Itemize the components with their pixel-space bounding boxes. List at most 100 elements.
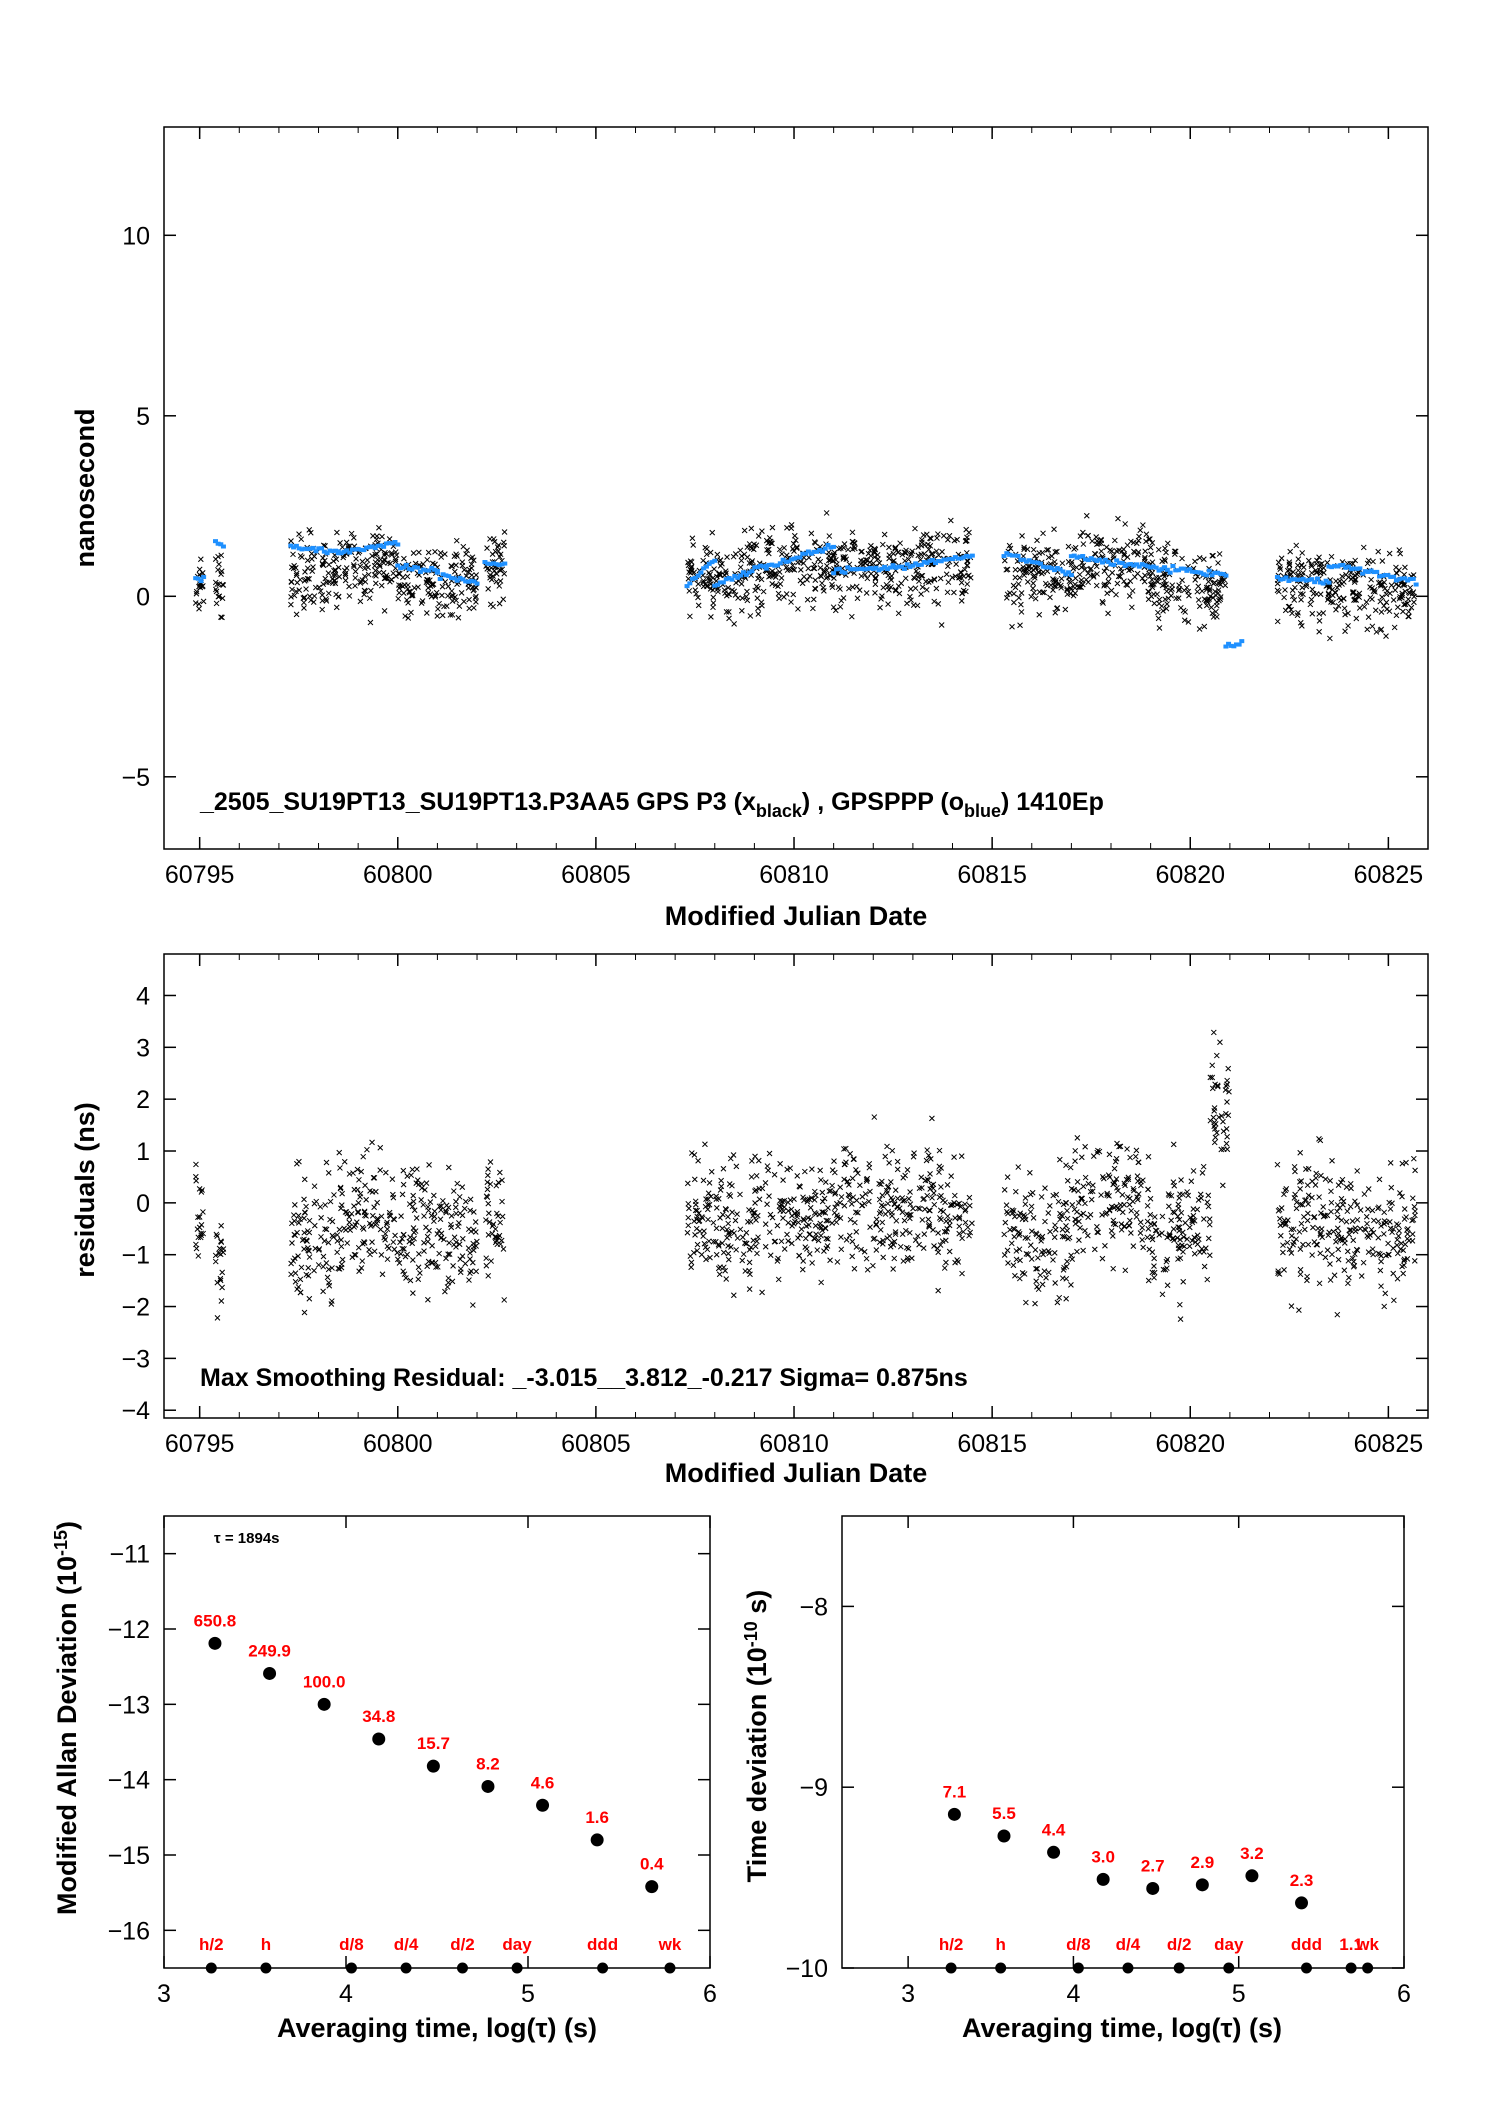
data-point-black xyxy=(1188,1178,1195,1185)
data-point-black xyxy=(324,1274,331,1281)
data-point-black xyxy=(1036,611,1043,618)
data-point-black xyxy=(293,588,299,595)
data-point-black xyxy=(959,590,966,596)
data-point-black xyxy=(1309,610,1316,617)
data-point-black xyxy=(738,607,745,614)
data-point-blue xyxy=(395,542,401,547)
data-point-blue xyxy=(403,562,409,567)
data-point-black xyxy=(452,1204,459,1211)
data-point-black xyxy=(705,1216,711,1223)
data-point-black xyxy=(792,537,799,544)
data-point-black xyxy=(1350,1237,1357,1244)
data-value-label: 0.4 xyxy=(640,1855,664,1874)
data-point-black xyxy=(1093,582,1100,589)
data-point-black xyxy=(1128,566,1135,573)
data-point-black xyxy=(1178,1209,1185,1216)
data-point-black xyxy=(1198,1246,1205,1252)
data-point-black xyxy=(1154,591,1161,598)
data-point-black xyxy=(322,1202,329,1208)
data-point-blue xyxy=(1195,570,1201,575)
data-point-blue xyxy=(1012,553,1018,558)
data-point-black xyxy=(1059,1233,1066,1240)
data-point-blue xyxy=(913,561,919,566)
data-point-black xyxy=(784,1231,790,1238)
data-point-black xyxy=(1221,577,1228,583)
data-point-black xyxy=(1308,563,1315,569)
data-point-black xyxy=(294,579,301,586)
data-point-black xyxy=(192,1173,199,1180)
data-point-black xyxy=(1299,550,1306,556)
data-point-black xyxy=(1309,1252,1316,1258)
data-point-black xyxy=(850,1156,857,1162)
data-point-black xyxy=(500,1246,507,1252)
data-point-black xyxy=(785,1199,791,1206)
data-point-blue xyxy=(952,555,958,560)
data-point-black xyxy=(694,1213,701,1220)
data-point-black xyxy=(817,1167,824,1174)
data-point-blue xyxy=(493,562,499,567)
data-point-black xyxy=(499,1213,506,1220)
data-point-black xyxy=(1316,1194,1322,1200)
data-point-black xyxy=(437,1216,444,1223)
data-point-black xyxy=(879,593,885,599)
data-point-blue xyxy=(1223,573,1229,578)
data-point-blue xyxy=(432,567,438,572)
panel-1-black-points xyxy=(192,510,1417,642)
data-point-black xyxy=(698,1251,705,1258)
data-point-blue xyxy=(352,547,358,552)
data-point-blue xyxy=(1368,568,1374,573)
data-point-black xyxy=(349,1254,356,1261)
data-point-black xyxy=(1058,575,1065,582)
data-point-black xyxy=(397,1239,403,1246)
data-point-black xyxy=(1072,1220,1079,1227)
data-point-black xyxy=(354,1166,361,1173)
data-point-blue xyxy=(749,569,755,574)
data-point-black xyxy=(1085,579,1092,586)
data-point-black xyxy=(849,546,856,553)
data-point-black xyxy=(1030,573,1037,580)
data-point-black xyxy=(1388,1184,1395,1191)
data-point-black xyxy=(853,1228,860,1235)
data-point-black xyxy=(1377,1267,1384,1274)
data-point-black xyxy=(318,1214,324,1221)
data-point-black xyxy=(1067,1164,1074,1171)
data-point-black xyxy=(395,595,402,602)
data-point-black xyxy=(1137,1219,1144,1226)
data-point-black xyxy=(409,1166,416,1173)
data-point-black xyxy=(907,1189,913,1195)
x-tick-label: 60805 xyxy=(561,1430,631,1458)
data-point-black xyxy=(305,1265,312,1271)
data-point-black xyxy=(705,575,711,582)
data-point-blue xyxy=(1114,558,1120,563)
data-point-black xyxy=(1368,576,1375,583)
data-point-black xyxy=(459,559,466,565)
data-point-black xyxy=(1151,1263,1157,1269)
data-point-black xyxy=(214,1314,221,1321)
data-value-label: 4.6 xyxy=(531,1773,555,1792)
data-point-black xyxy=(872,576,879,582)
data-point-blue xyxy=(1102,557,1108,562)
data-point-black xyxy=(1076,1237,1082,1243)
data-point-black xyxy=(426,1162,432,1168)
data-point-black xyxy=(472,1219,479,1225)
data-point-blue xyxy=(794,555,800,560)
data-point-black xyxy=(197,556,204,563)
data-point-black xyxy=(1099,598,1106,605)
data-point-black xyxy=(1401,582,1408,588)
data-point-black xyxy=(1345,622,1351,629)
data-point-black xyxy=(760,588,767,595)
data-point-black xyxy=(1349,1255,1356,1262)
data-point-black xyxy=(330,1234,337,1240)
data-point-black xyxy=(837,1199,843,1206)
data-point-black xyxy=(849,1238,856,1245)
data-point-black xyxy=(295,1284,302,1290)
data-point-black xyxy=(406,1238,413,1245)
data-point-black xyxy=(1282,1187,1289,1194)
data-point-blue xyxy=(966,554,972,559)
data-point-black xyxy=(311,1200,318,1207)
data-point-black xyxy=(438,1235,444,1242)
data-point-black xyxy=(217,1251,224,1258)
data-point-black xyxy=(863,1255,870,1262)
data-point-blue xyxy=(488,562,494,567)
